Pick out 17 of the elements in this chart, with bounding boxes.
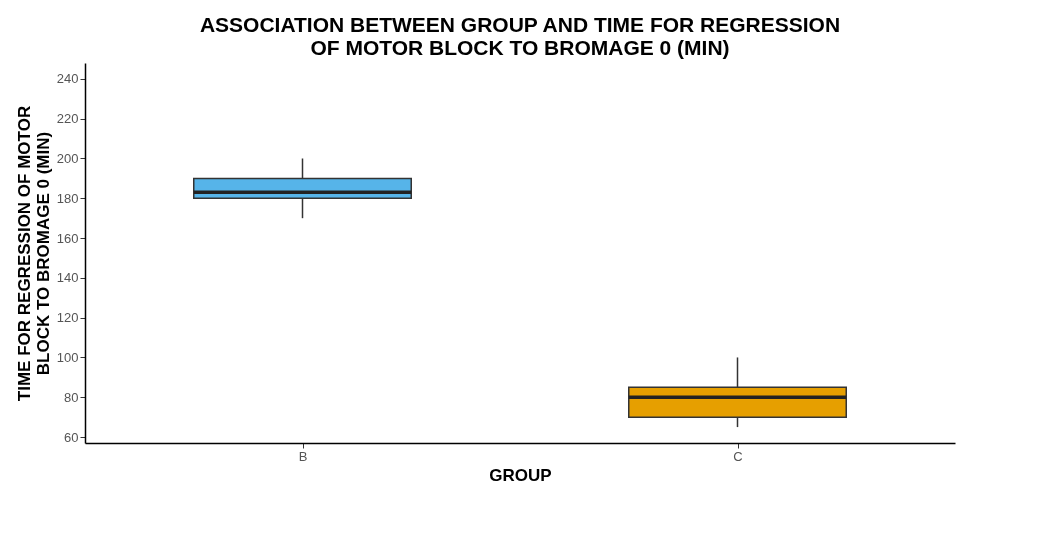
y-tick-label: 220: [56, 111, 79, 127]
y-tick-label: 100: [56, 349, 79, 365]
y-tick-label: 240: [56, 71, 79, 87]
y-tick-label: 140: [56, 270, 79, 286]
text: ASSOCIATION BETWEEN GROUP AND TIME FOR REGRESSION: [199, 13, 841, 36]
x-tick-label: B: [298, 448, 308, 464]
y-tick-label: 180: [56, 190, 79, 206]
x-axis-title: GROUP: [489, 465, 552, 485]
y-tick-label: 160: [56, 230, 79, 246]
text: TIME FOR REGRESSION OF MOTOR: [14, 105, 34, 402]
x-tick-label: C: [733, 448, 743, 464]
y-tick-label: 80: [64, 389, 79, 405]
y-tick-label: 200: [56, 151, 79, 166]
y-tick-label: 120: [56, 310, 79, 326]
text: BLOCK TO BROMAGE 0 (MIN): [33, 131, 53, 376]
y-tick-label: 60: [64, 429, 79, 445]
text: OF MOTOR BLOCK TO BROMAGE 0 (MIN): [310, 36, 730, 59]
